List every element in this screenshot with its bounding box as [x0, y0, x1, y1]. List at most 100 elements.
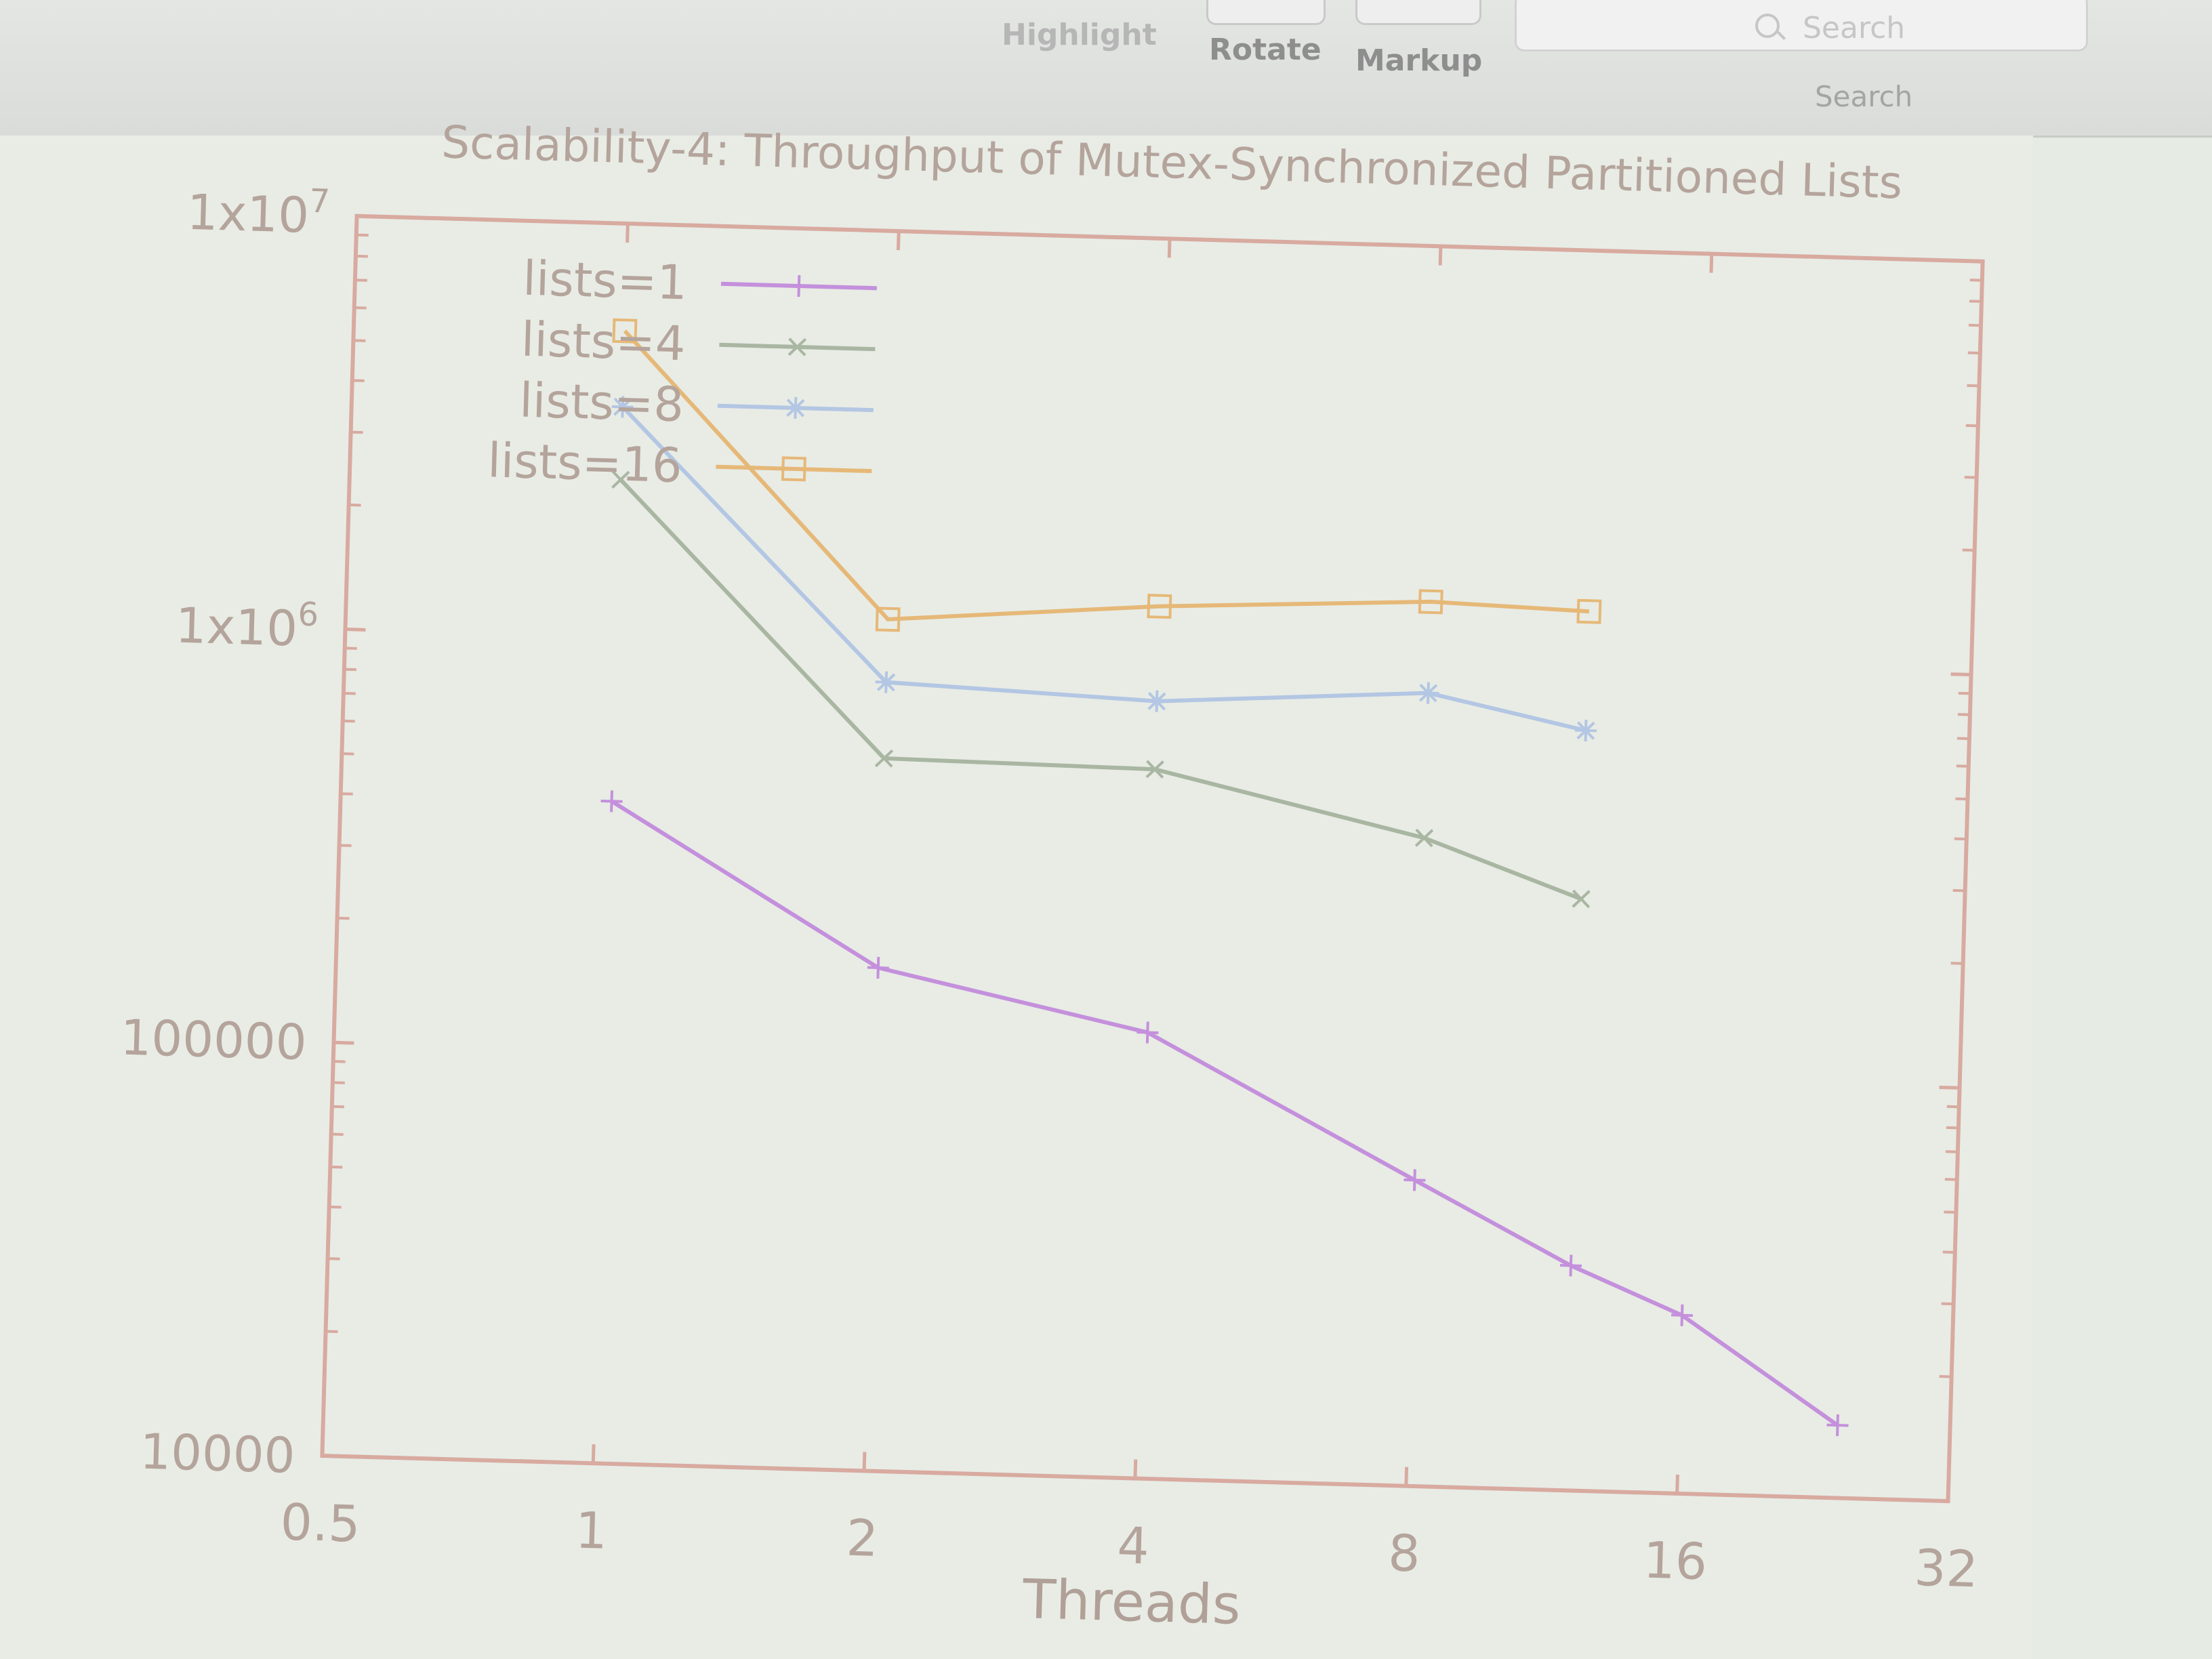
x-major-tick-top — [354, 216, 359, 235]
data-point — [1145, 760, 1164, 779]
y-minor-tick — [330, 1165, 343, 1169]
y-major-tick-right — [1962, 259, 1983, 264]
y-minor-tick — [354, 279, 367, 282]
x-axis: 0.5 1 2 4 8 16 32 — [280, 216, 1985, 1599]
data-point — [1576, 598, 1602, 624]
y-minor-tick-right — [1957, 737, 1969, 740]
y-minor-tick-right — [1945, 1150, 1958, 1153]
x-major-tick — [1404, 1467, 1409, 1486]
y-major-tick-right — [1950, 672, 1971, 677]
rotate-button[interactable]: Rotate — [1209, 33, 1322, 67]
series-line — [621, 405, 1586, 733]
legend-marker — [787, 274, 810, 298]
y-major-tick — [333, 1040, 354, 1045]
x-tick-label: 4 — [1116, 1517, 1149, 1576]
search-input[interactable] — [1515, 0, 2088, 52]
rotate-icon[interactable] — [1206, 0, 1326, 25]
y-minor-tick — [355, 254, 368, 258]
data-point — [1147, 594, 1172, 619]
x-tick-label: 16 — [1643, 1532, 1708, 1592]
y-minor-tick-right — [1944, 1178, 1957, 1181]
data-point — [1136, 1021, 1159, 1044]
data-point — [1417, 682, 1439, 704]
x-major-tick — [1675, 1474, 1679, 1494]
search-caption: Search — [1815, 80, 1913, 113]
x-axis-label: Threads — [1021, 1568, 1242, 1637]
series-layer — [600, 318, 1849, 1437]
highlight-button[interactable]: Highlight — [1002, 18, 1157, 52]
x-major-tick-top — [1438, 246, 1443, 266]
data-point — [867, 956, 889, 979]
y-minor-tick — [337, 916, 350, 920]
y-minor-tick — [342, 719, 355, 723]
data-point — [1572, 889, 1591, 909]
y-minor-tick — [332, 1081, 345, 1084]
series-line — [610, 799, 1839, 1427]
series-lists-1 — [600, 790, 1849, 1437]
legend-marker — [787, 337, 807, 356]
toolbar: Highlight Rotate Markup Search Search — [0, 0, 2212, 138]
data-point — [611, 396, 634, 418]
data-point — [1414, 828, 1434, 848]
legend-label: lists=8 — [518, 373, 684, 433]
legend-label: lists=16 — [487, 432, 682, 493]
y-minor-tick-right — [1958, 691, 1971, 695]
legend-entry: lists=1 — [522, 251, 877, 311]
y-minor-tick-right — [1964, 476, 1977, 479]
x-major-tick — [862, 1452, 867, 1471]
y-minor-tick — [339, 844, 352, 847]
x-major-tick — [1133, 1459, 1138, 1479]
legend-marker — [784, 396, 806, 419]
y-major-tick — [356, 214, 377, 219]
x-tick-label: 0.5 — [280, 1493, 361, 1553]
y-minor-tick-right — [1954, 837, 1967, 841]
x-major-tick — [320, 1436, 325, 1456]
series-lists-8 — [611, 396, 1597, 742]
legend-label: lists=4 — [520, 312, 687, 372]
data-point — [600, 790, 623, 813]
y-minor-tick — [325, 1330, 338, 1333]
y-minor-tick — [329, 1205, 342, 1209]
y-minor-tick — [344, 647, 357, 650]
x-major-tick-top — [1980, 261, 1985, 281]
y-minor-tick — [348, 503, 361, 507]
markup-button[interactable]: Markup — [1355, 43, 1483, 78]
legend-swatch — [716, 464, 872, 474]
chart-title: Scalability-4: Throughput of Mutex-Synch… — [441, 116, 1903, 209]
legend-label: lists=1 — [522, 251, 688, 311]
data-point — [1145, 690, 1168, 712]
y-minor-tick — [327, 1257, 340, 1261]
data-point — [1826, 1414, 1849, 1437]
y-minor-tick — [350, 430, 363, 434]
data-point — [612, 318, 638, 344]
x-tick-label: 2 — [846, 1509, 879, 1568]
y-minor-tick — [343, 691, 356, 695]
data-point — [1574, 719, 1597, 742]
legend-marker — [781, 456, 806, 482]
x-major-tick-top — [896, 231, 901, 251]
y-minor-tick — [356, 233, 369, 237]
data-point — [1404, 1169, 1426, 1191]
y-minor-tick-right — [1941, 1302, 1954, 1306]
y-major-tick-right — [1939, 1085, 1960, 1090]
data-point — [875, 671, 897, 693]
data-point — [1671, 1304, 1694, 1326]
series-lists-16 — [612, 318, 1602, 632]
y-minor-tick — [353, 339, 366, 342]
data-point — [1418, 589, 1443, 615]
series-line — [623, 329, 1590, 621]
data-point — [611, 470, 630, 489]
data-point — [875, 607, 901, 632]
y-minor-tick-right — [1969, 300, 1982, 303]
data-point — [874, 749, 894, 768]
markup-icon[interactable] — [1355, 0, 1481, 25]
y-minor-tick — [352, 379, 365, 382]
y-tick-label: 1x106 — [175, 592, 319, 658]
y-tick-label: 10000 — [139, 1423, 295, 1484]
y-major-tick-right — [1927, 1498, 1948, 1503]
y-minor-tick-right — [1939, 1374, 1952, 1378]
y-minor-tick-right — [1955, 797, 1968, 801]
y-minor-tick-right — [1957, 713, 1970, 716]
